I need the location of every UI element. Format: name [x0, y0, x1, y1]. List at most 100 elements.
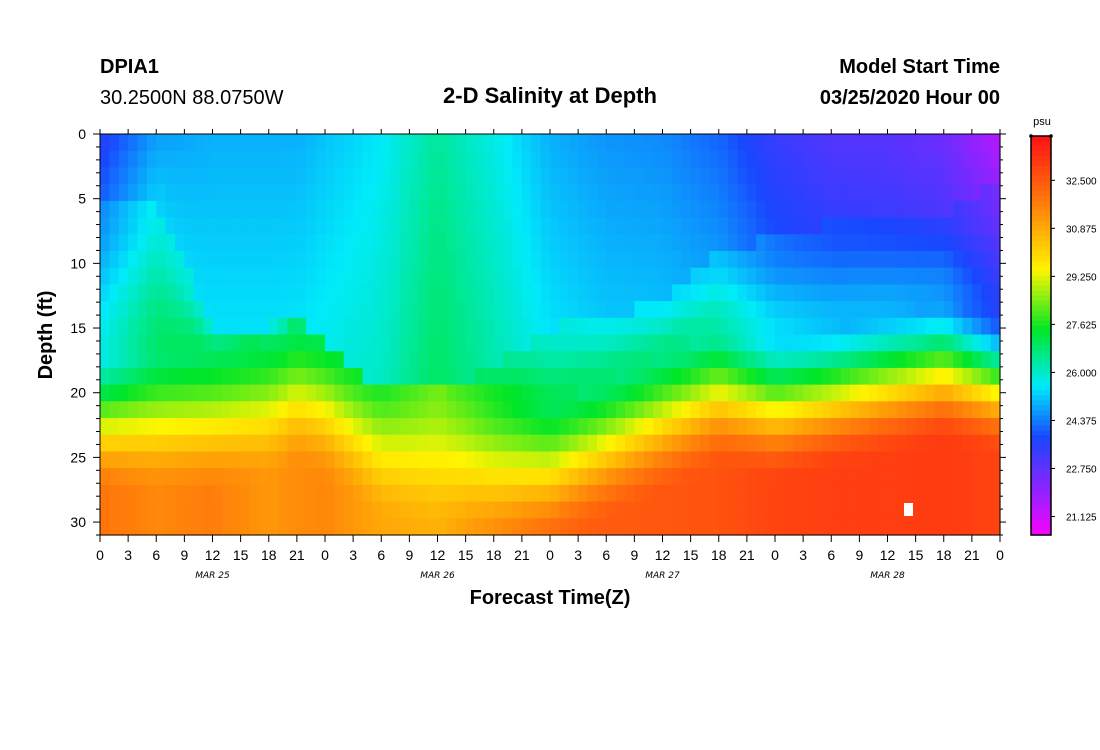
- heatmap-cell: [728, 334, 739, 352]
- heatmap-cell: [962, 334, 973, 352]
- heatmap-cell: [400, 434, 410, 453]
- heatmap-cell: [775, 317, 785, 336]
- heatmap-cell: [278, 250, 289, 269]
- heatmap-cell: [287, 501, 298, 519]
- heatmap-cell: [531, 217, 542, 235]
- heatmap-cell: [109, 267, 120, 285]
- heatmap-cell: [784, 150, 795, 169]
- heatmap-cell: [203, 418, 214, 436]
- heatmap-cell: [634, 284, 645, 302]
- heatmap-cell: [981, 217, 992, 235]
- heatmap-cell: [700, 468, 710, 486]
- heatmap-cell: [512, 284, 523, 302]
- heatmap-cell: [512, 418, 523, 436]
- heatmap-cell: [793, 501, 804, 519]
- heatmap-cell: [175, 234, 185, 252]
- heatmap-cell: [353, 267, 364, 285]
- heatmap-cell: [146, 451, 157, 469]
- heatmap-cell: [156, 284, 167, 302]
- heatmap-cell: [896, 367, 907, 386]
- heatmap-cell: [503, 418, 514, 436]
- heatmap-cell: [962, 451, 973, 469]
- heatmap-cell: [128, 501, 139, 519]
- heatmap-cell: [625, 434, 635, 453]
- heatmap-cell: [728, 250, 739, 269]
- heatmap-cell: [165, 401, 176, 419]
- colorbar-tick-label: 27.625: [1066, 320, 1097, 331]
- heatmap-cell: [493, 451, 504, 469]
- heatmap-cell: [306, 134, 317, 152]
- heatmap-cell: [737, 501, 748, 519]
- heatmap-cell: [512, 434, 523, 453]
- heatmap-cell: [137, 200, 148, 219]
- heatmap-cell: [325, 468, 335, 486]
- heatmap-cell: [643, 317, 654, 336]
- heatmap-cell: [634, 434, 645, 453]
- heatmap-cell: [100, 284, 110, 302]
- heatmap-cell: [681, 351, 692, 369]
- heatmap-cell: [306, 301, 317, 319]
- heatmap-cell: [606, 434, 617, 453]
- heatmap-cell: [165, 351, 176, 369]
- heatmap-cell: [840, 367, 851, 386]
- heatmap-cell: [887, 267, 898, 285]
- heatmap-cell: [559, 451, 570, 469]
- heatmap-cell: [278, 434, 289, 453]
- heatmap-cell: [728, 418, 739, 436]
- heatmap-cell: [296, 484, 307, 503]
- y-tick-label: 20: [70, 385, 86, 401]
- heatmap-cell: [840, 267, 851, 285]
- heatmap-cell: [896, 334, 907, 352]
- heatmap-cell: [803, 468, 814, 486]
- heatmap-cell: [615, 367, 626, 386]
- heatmap-cell: [184, 267, 195, 285]
- model-start-label: Model Start Time: [839, 56, 1000, 78]
- colorbar-segment: [1031, 495, 1051, 501]
- heatmap-cell: [709, 351, 720, 369]
- heatmap-cell: [906, 401, 917, 419]
- heatmap-cell: [484, 317, 495, 336]
- heatmap-cell: [268, 451, 279, 469]
- heatmap-cell: [212, 184, 223, 202]
- heatmap-cell: [971, 384, 982, 402]
- colorbar-segment: [1031, 170, 1051, 177]
- heatmap-cell: [212, 451, 223, 469]
- heatmap-cell: [193, 301, 204, 319]
- heatmap-cell: [296, 434, 307, 453]
- heatmap-cell: [634, 184, 645, 202]
- heatmap-cell: [306, 384, 317, 402]
- heatmap-cell: [334, 401, 345, 419]
- heatmap-cell: [437, 384, 448, 402]
- heatmap-cell: [746, 418, 757, 436]
- heatmap-cell: [334, 484, 345, 503]
- heatmap-cell: [146, 267, 157, 285]
- heatmap-cell: [334, 334, 345, 352]
- heatmap-cell: [868, 301, 879, 319]
- x-tick-label: 18: [711, 547, 727, 563]
- heatmap-cell: [521, 167, 532, 185]
- heatmap-cell: [681, 501, 692, 519]
- heatmap-cell: [925, 434, 935, 453]
- heatmap-cell: [165, 451, 176, 469]
- heatmap-cell: [221, 184, 232, 202]
- heatmap-cell: [109, 367, 120, 386]
- heatmap-cell: [962, 301, 973, 319]
- heatmap-cell: [446, 367, 457, 386]
- heatmap-cell: [634, 384, 645, 402]
- heatmap-cell: [756, 418, 767, 436]
- heatmap-cell: [718, 134, 729, 152]
- heatmap-cell: [446, 267, 457, 285]
- heatmap-cell: [821, 284, 832, 302]
- heatmap-cell: [831, 401, 842, 419]
- heatmap-cell: [559, 267, 570, 285]
- heatmap-cell: [306, 451, 317, 469]
- heatmap-cell: [784, 434, 795, 453]
- heatmap-cell: [821, 418, 832, 436]
- heatmap-cell: [700, 134, 710, 152]
- heatmap-cell: [803, 317, 814, 336]
- heatmap-cell: [981, 484, 992, 503]
- heatmap-cell: [896, 518, 907, 536]
- heatmap-cell: [671, 351, 682, 369]
- heatmap-cell: [371, 518, 382, 536]
- heatmap-cell: [456, 434, 467, 453]
